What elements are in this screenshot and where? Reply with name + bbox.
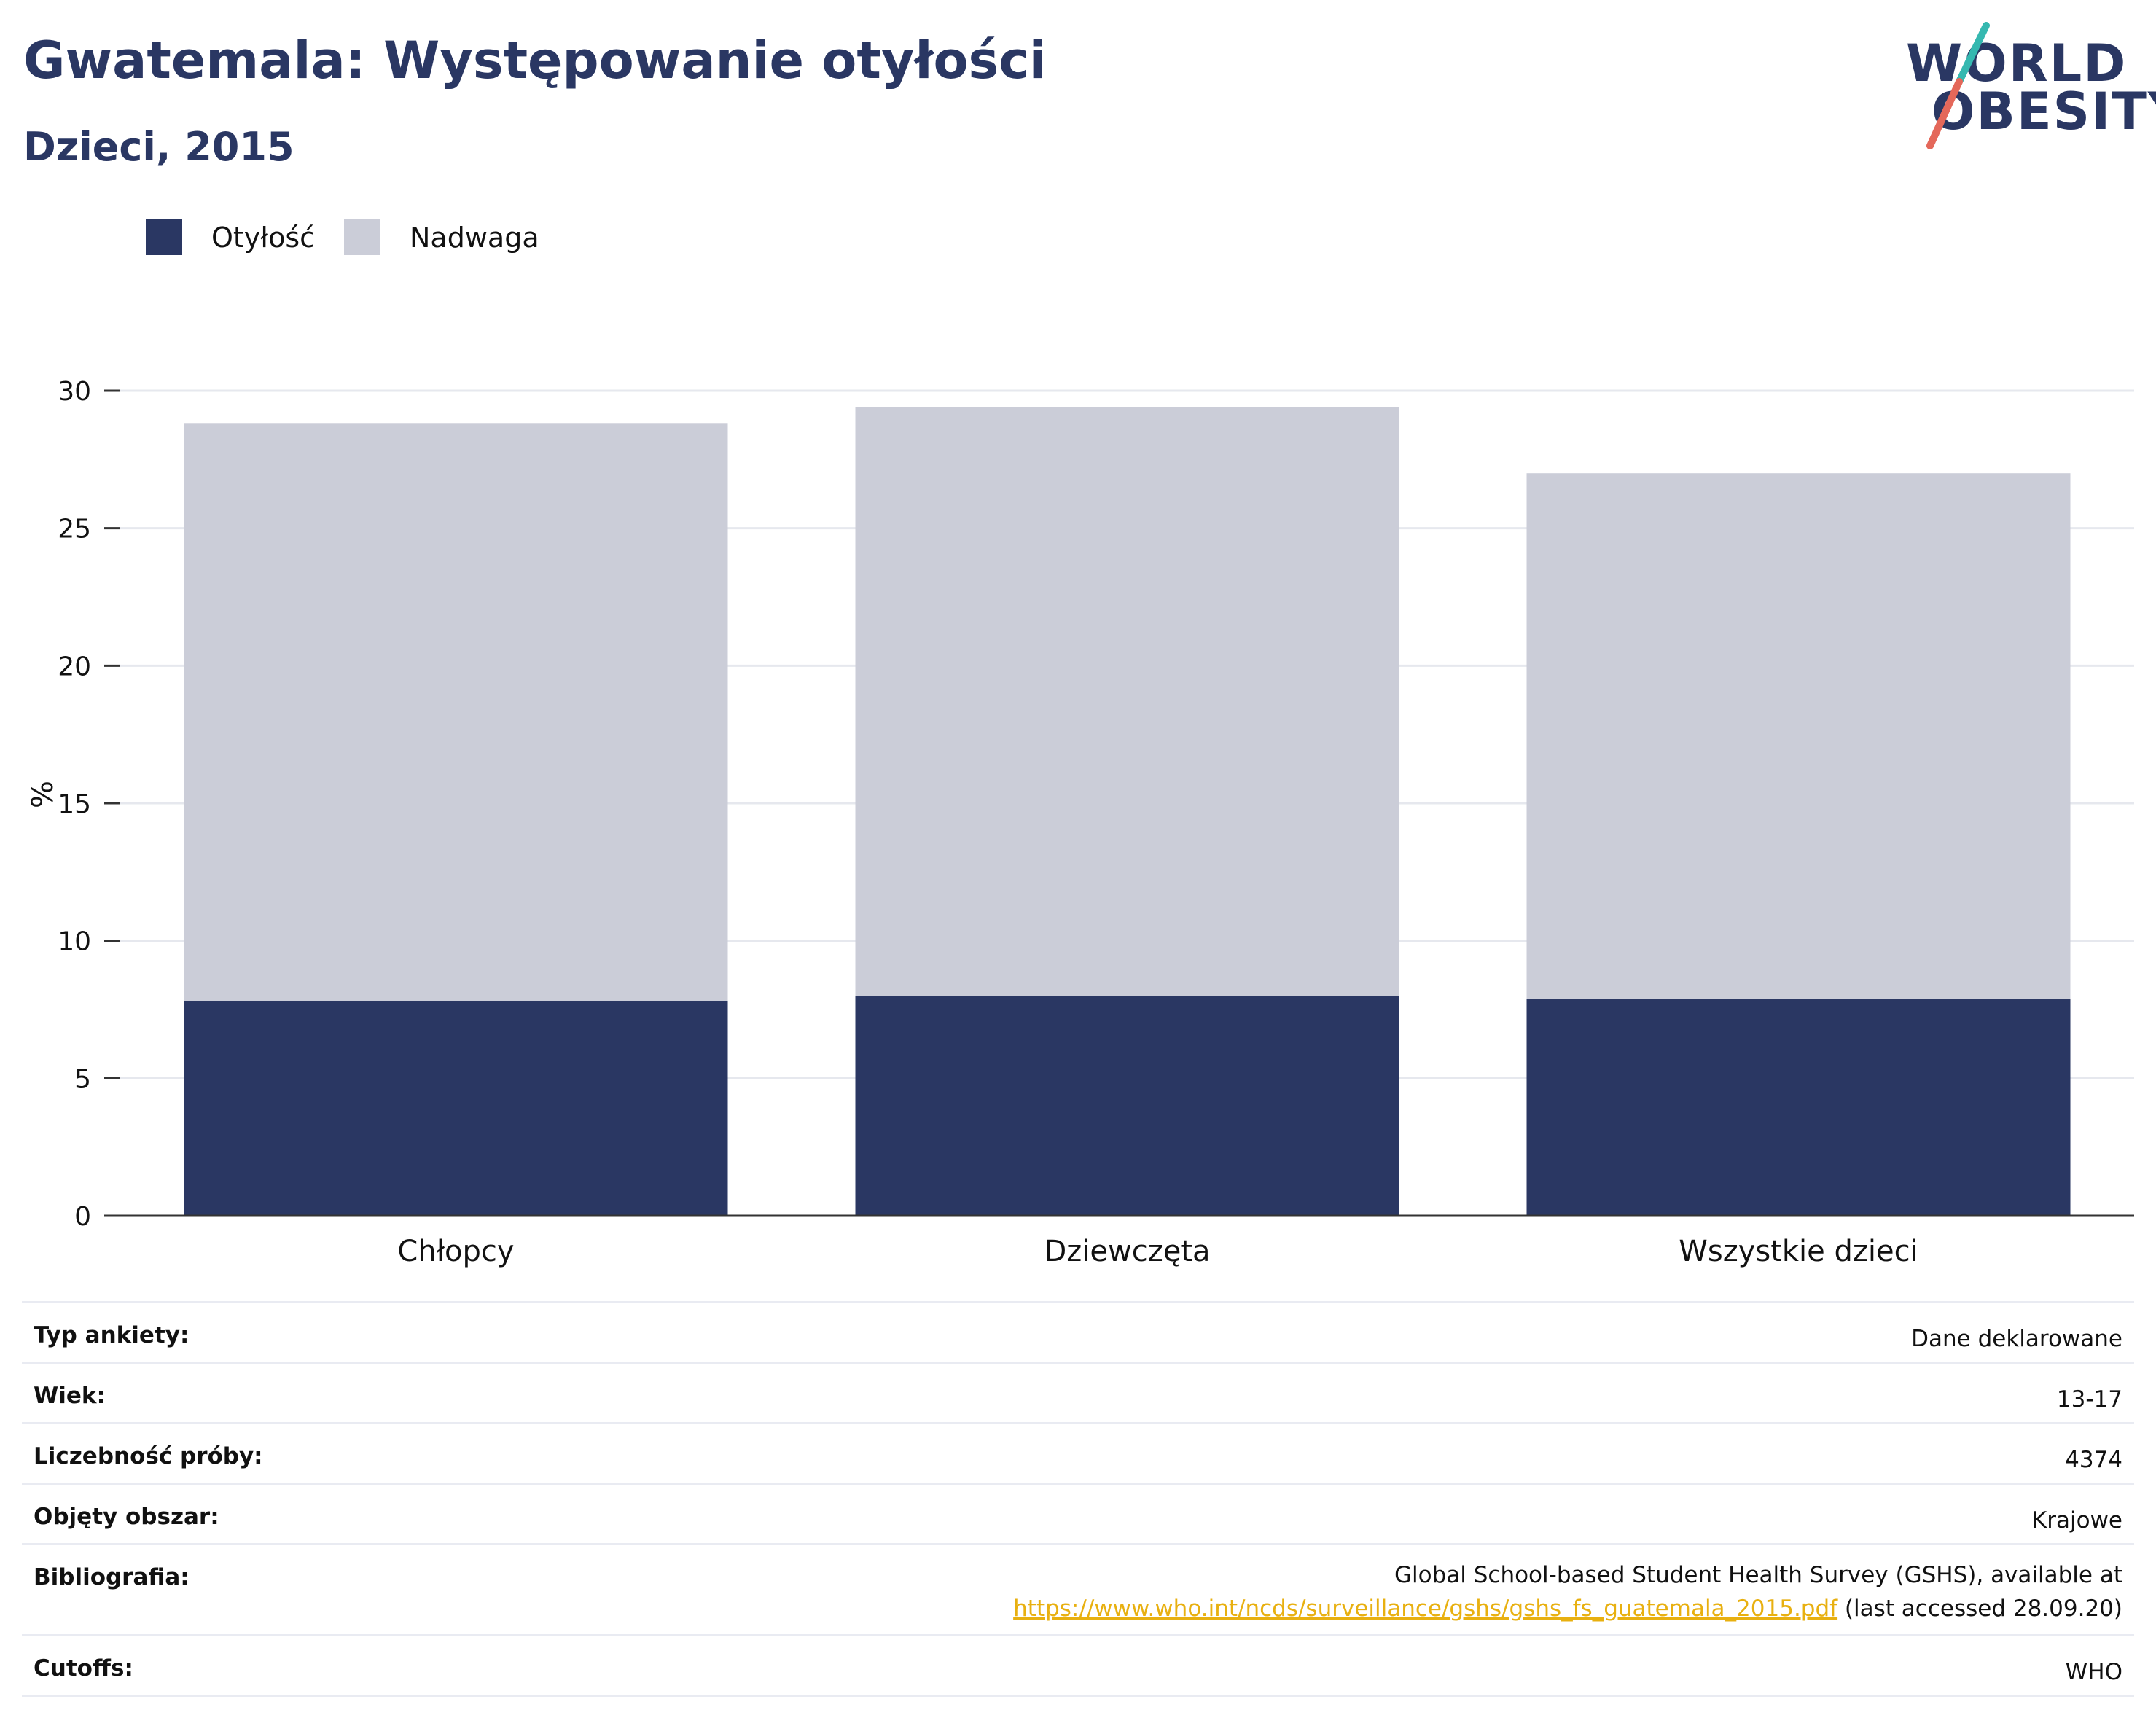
legend-label-obesity: Otyłość — [211, 222, 316, 254]
y-tick-label: 0 — [74, 1202, 91, 1232]
page-title: Gwatemala: Występowanie otyłości — [23, 31, 1047, 90]
survey-info-table: Typ ankiety: Dane deklarowane Wiek: 13-1… — [22, 1301, 2134, 1697]
info-row-cutoffs: Cutoffs: WHO — [22, 1636, 2134, 1697]
bar-obesity[interactable] — [855, 996, 1399, 1216]
info-row-sample-size: Liczebność próby: 4374 — [22, 1424, 2134, 1485]
info-row-age: Wiek: 13-17 — [22, 1364, 2134, 1424]
logo-slash-icon — [1926, 22, 1990, 149]
info-key: Bibliografia: — [34, 1564, 190, 1590]
axes: 0 5 10 15 20 25 30 Chłopcy Dziewczęta Wszystkie d… — [58, 377, 2134, 1268]
bar-overweight[interactable] — [855, 407, 1399, 996]
bar-chart: 0 5 10 15 20 25 30 Chłopcy Dziewczęta Wszystkie d… — [26, 377, 2134, 1268]
y-tick-label: 10 — [58, 927, 91, 957]
bibliography-line: Global School-based Student Health Surve… — [1394, 1562, 2122, 1588]
info-value: WHO — [2065, 1659, 2122, 1685]
y-tick-label: 5 — [74, 1064, 91, 1094]
info-row-survey-type: Typ ankiety: Dane deklarowane — [22, 1303, 2134, 1364]
y-axis-label: % — [26, 781, 60, 808]
info-value: Krajowe — [2031, 1507, 2122, 1534]
y-tick-label: 20 — [58, 652, 91, 682]
bar-overweight[interactable] — [184, 423, 728, 1001]
info-key: Wiek: — [34, 1383, 106, 1409]
bibliography-link[interactable]: https://www.who.int/ncds/surveillance/gs… — [1013, 1596, 1838, 1622]
y-tick-label: 15 — [58, 789, 91, 819]
x-category-label: Dziewczęta — [1044, 1235, 1210, 1268]
legend-label-overweight: Nadwaga — [410, 222, 539, 254]
bibliography-line-2: https://www.who.int/ncds/surveillance/gs… — [1013, 1592, 2122, 1625]
info-value: 4374 — [2065, 1447, 2122, 1473]
info-key: Cutoffs: — [34, 1655, 133, 1682]
logo-word-1: WORLD — [1906, 34, 2128, 93]
info-value: Dane deklarowane — [1911, 1326, 2122, 1352]
page-subtitle: Dzieci, 2015 — [23, 124, 294, 170]
y-tick-label: 30 — [58, 377, 91, 407]
bibliography-value: Global School-based Student Health Surve… — [1013, 1558, 2122, 1625]
info-key: Liczebność próby: — [34, 1443, 263, 1469]
info-key: Typ ankiety: — [34, 1322, 190, 1348]
y-tick-label: 25 — [58, 515, 91, 544]
legend-swatch-overweight — [344, 219, 380, 255]
bar-obesity[interactable] — [1526, 998, 2071, 1216]
info-row-coverage: Objęty obszar: Krajowe — [22, 1485, 2134, 1545]
x-category-label: Wszystkie dzieci — [1679, 1235, 1918, 1268]
bar-obesity[interactable] — [184, 1001, 728, 1216]
world-obesity-logo: WORLD OBESITY — [1902, 22, 2156, 153]
bibliography-suffix: (last accessed 28.09.20) — [1837, 1596, 2122, 1622]
bars — [184, 407, 2071, 1216]
legend-swatch-obesity — [146, 219, 182, 255]
logo-word-2: OBESITY — [1932, 82, 2156, 141]
info-value: 13-17 — [2056, 1386, 2122, 1413]
info-row-bibliography: Bibliografia: Global School-based Studen… — [22, 1545, 2134, 1636]
info-key: Objęty obszar: — [34, 1504, 219, 1530]
bar-overweight[interactable] — [1526, 473, 2071, 999]
x-category-label: Chłopcy — [397, 1235, 514, 1268]
